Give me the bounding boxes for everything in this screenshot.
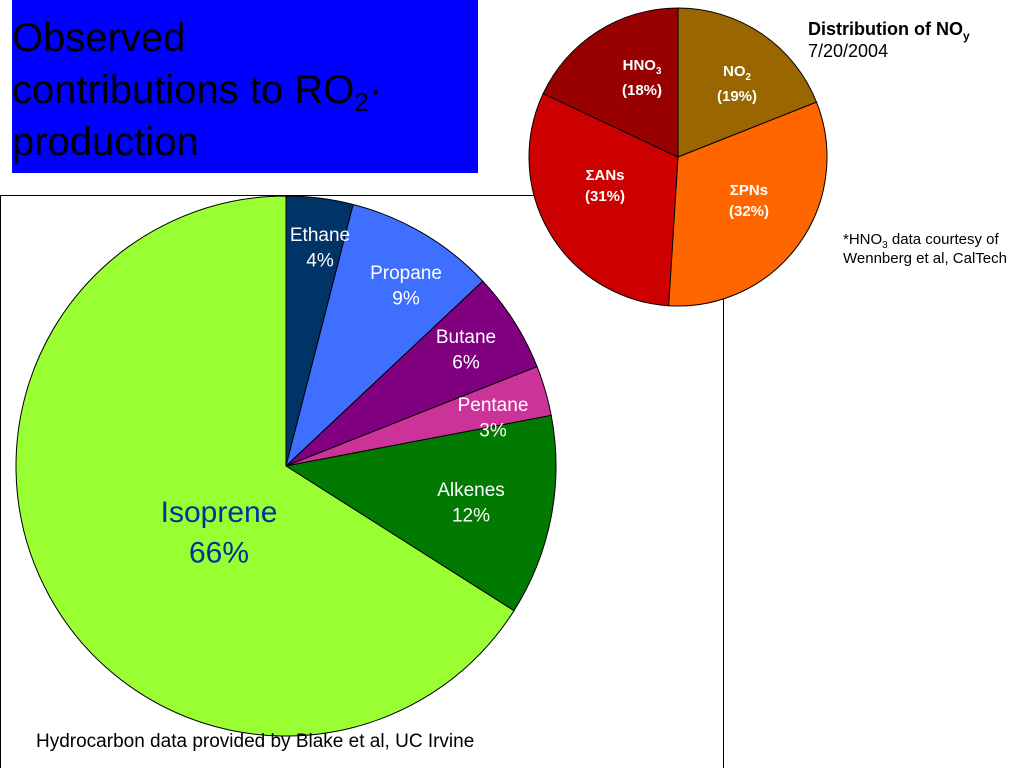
noy-slice-pns [668, 101, 828, 307]
hydrocarbon-label-isoprene: Isoprene 66% [161, 496, 278, 570]
hydrocarbon-label-propane: Propane 9% [370, 263, 442, 310]
hydrocarbon-label-pentane: Pentane 3% [458, 395, 529, 442]
title-line-2-text: contributions to RO [12, 68, 355, 112]
noy-pie [528, 7, 828, 307]
title-line-2-subscript: 2 [354, 87, 369, 117]
noy-label-ans: ΣANs (31%) [585, 167, 625, 205]
slide-title: Observed contributions to RO2· productio… [12, 12, 472, 168]
hydrocarbon-label-butane: Butane 6% [436, 327, 496, 374]
title-line-1: Observed [12, 16, 186, 60]
noy-title-subscript: y [962, 29, 970, 43]
noy-title-line: Distribution of NOy [808, 18, 970, 43]
noy-slice-ans [528, 92, 679, 307]
noy-chart-title: Distribution of NOy 7/20/2004 [808, 18, 970, 62]
noy-slice-hno3 [542, 7, 679, 158]
noy-label-no2: NO2 (19%) [717, 63, 757, 105]
noy-note-post: data courtesy of Wennberg et al, CalTech [843, 231, 1007, 267]
hydrocarbon-slice-propane [285, 203, 484, 468]
noy-data-note: *HNO3 data courtesy of Wennberg et al, C… [843, 230, 1024, 268]
noy-slice-no2 [677, 7, 818, 158]
hydrocarbon-label-ethane: Ethane 4% [290, 225, 350, 272]
hydrocarbon-slice-alkenes [284, 414, 557, 612]
hydrocarbon-pie [15, 195, 557, 737]
data-credit: Hydrocarbon data provided by Blake et al… [36, 731, 475, 752]
noy-date: 7/20/2004 [808, 41, 889, 61]
noy-label-pns: ΣPNs (32%) [729, 182, 769, 220]
title-line-2-dot: · [368, 68, 383, 112]
hydrocarbon-frame [0, 195, 724, 768]
pie-labels: Ethane 4% Propane 9% Butane 6% Pentane 3% Alkene… [161, 57, 769, 570]
noy-note-subscript: 3 [882, 240, 888, 251]
noy-title-text: Distribution of NO [808, 19, 963, 39]
title-line-3: production [12, 120, 199, 164]
title-line-2: contributions to RO2· [12, 64, 472, 116]
hydrocarbon-slice-isoprene [15, 195, 515, 737]
noy-note-pre: *HNO [843, 231, 883, 248]
noy-label-hno3: HNO3 (18%) [622, 57, 662, 99]
hydrocarbon-label-alkenes: Alkenes 12% [437, 480, 505, 527]
title-box [12, 0, 478, 173]
